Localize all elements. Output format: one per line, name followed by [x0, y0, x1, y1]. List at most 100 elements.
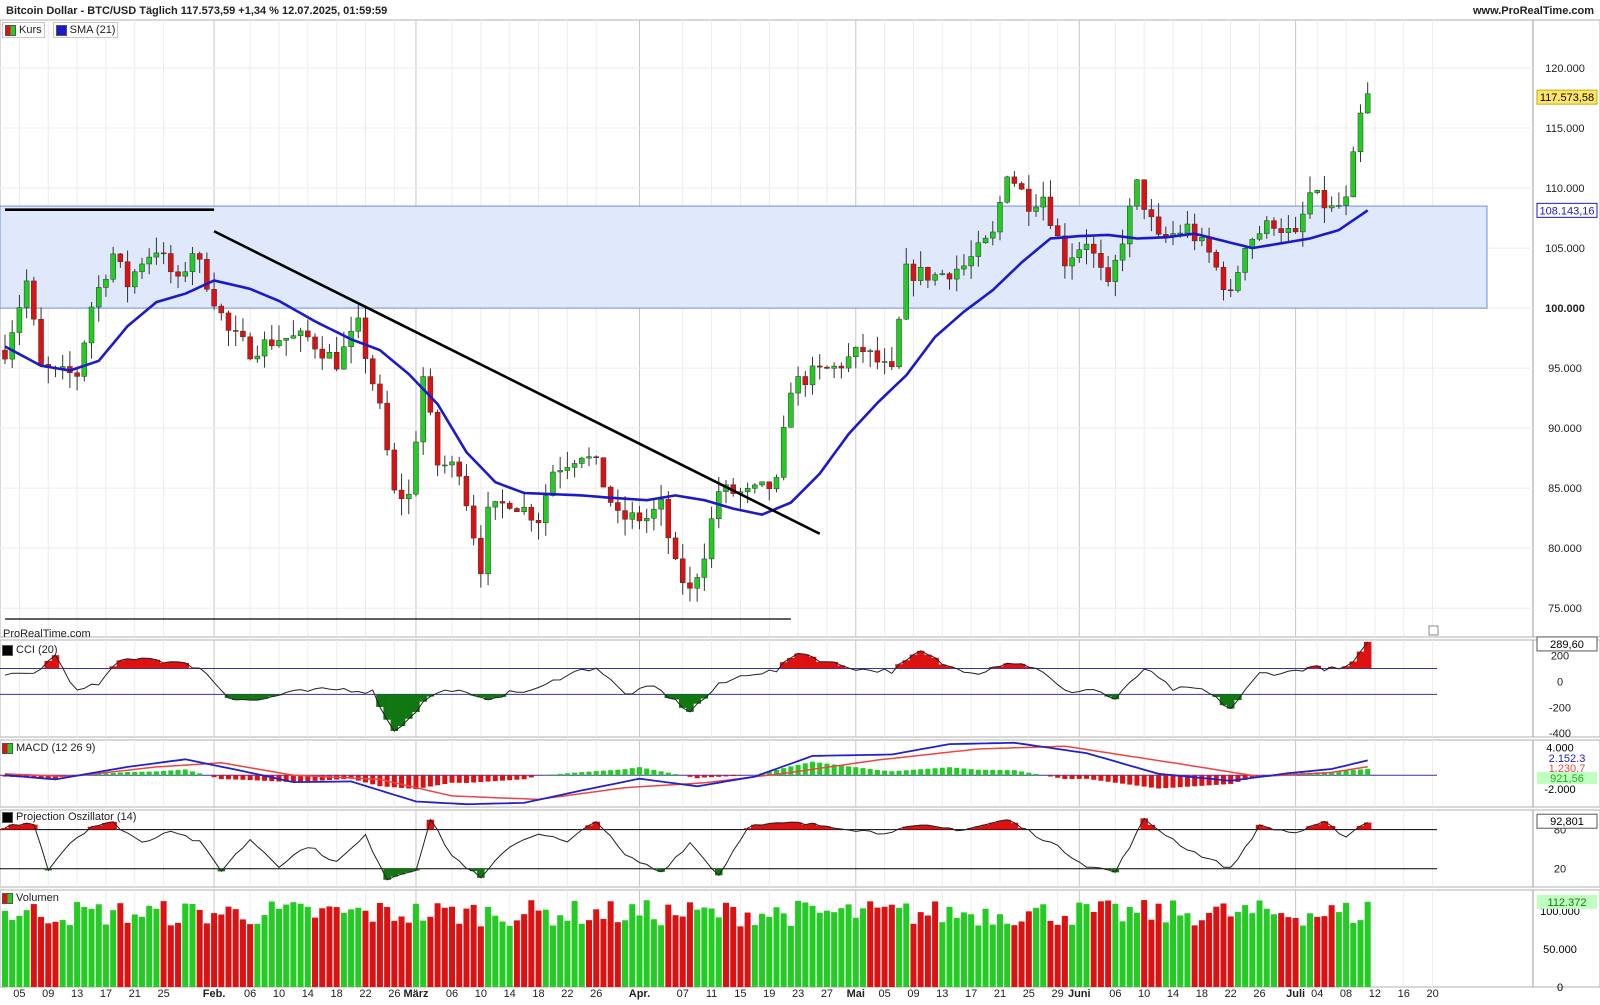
- macd-histogram-bar: [666, 773, 671, 776]
- candle-body: [1120, 244, 1125, 260]
- candle-body: [1336, 205, 1341, 206]
- volume-bar: [521, 914, 527, 987]
- volume-bar: [240, 919, 246, 987]
- volume-bar: [853, 918, 859, 987]
- candle-body: [255, 356, 260, 359]
- projection-swatch-icon: [2, 812, 13, 823]
- volume-bar: [680, 917, 686, 987]
- macd-histogram-bar: [190, 771, 195, 775]
- x-tick-label: 11: [706, 988, 717, 1000]
- volume-bar: [161, 901, 167, 987]
- macd-histogram-bar: [457, 775, 462, 783]
- y-tick-label: 0: [1557, 982, 1563, 994]
- macd-histogram-bar: [673, 774, 678, 775]
- volume-bar: [1264, 909, 1270, 987]
- volume-bar: [1307, 913, 1313, 987]
- macd-histogram-bar: [702, 775, 707, 777]
- candle-body: [875, 351, 880, 362]
- macd-histogram-bar: [125, 772, 130, 775]
- legend-kurs[interactable]: Kurs: [2, 22, 45, 38]
- candle-body: [226, 313, 231, 331]
- volume-bar: [103, 925, 109, 987]
- macd-histogram-bar: [954, 768, 959, 775]
- candle-body: [579, 458, 584, 463]
- volume-last-label: 112.372: [1548, 897, 1587, 909]
- volume-legend[interactable]: Volumen: [2, 892, 59, 904]
- volume-bar: [1321, 916, 1327, 987]
- candle-body: [298, 331, 303, 336]
- x-tick-label: 10: [1138, 988, 1150, 1000]
- macd-histogram-bar: [1365, 769, 1370, 775]
- macd-histogram-bar: [1012, 770, 1017, 775]
- candle-body: [219, 306, 224, 313]
- candle-body: [1279, 228, 1284, 232]
- candle-body: [82, 343, 87, 376]
- x-tick-label: 10: [273, 988, 285, 1000]
- x-tick-label: 18: [331, 988, 343, 1000]
- candle-body: [666, 499, 671, 538]
- macd-histogram-bar: [961, 769, 966, 776]
- volume-bar: [737, 926, 743, 987]
- candle-body: [1178, 233, 1183, 234]
- volume-bar: [1011, 925, 1017, 987]
- candle-body: [961, 266, 966, 269]
- y-tick-label: -200: [1549, 702, 1571, 714]
- macd-histogram-bar: [442, 775, 447, 784]
- site-link[interactable]: www.ProRealTime.com: [1473, 5, 1594, 17]
- candle-body: [31, 281, 36, 319]
- candle-body: [1185, 224, 1190, 233]
- candle-body: [1149, 210, 1154, 217]
- volume-bar: [1033, 908, 1039, 987]
- volume-bar: [889, 905, 895, 987]
- volume-bar: [636, 915, 642, 987]
- macd-histogram-bar: [507, 775, 512, 780]
- volume-bar: [81, 907, 87, 987]
- candle-body: [1041, 197, 1046, 207]
- cci-legend[interactable]: CCI (20): [2, 644, 58, 656]
- macd-histogram-bar: [154, 771, 159, 775]
- macd-histogram-bar: [1134, 775, 1139, 785]
- x-tick-label: 09: [42, 988, 54, 1000]
- x-tick-label: Apr.: [629, 988, 650, 1000]
- macd-histogram-bar: [240, 775, 245, 780]
- volume-bar: [629, 904, 635, 987]
- volume-bar: [1278, 913, 1284, 987]
- candle-body: [1048, 197, 1053, 226]
- volume-bar: [983, 909, 989, 987]
- volume-bar: [1019, 922, 1025, 987]
- candle-body: [1199, 237, 1204, 241]
- candle-body: [385, 403, 390, 450]
- macd-histogram-bar: [1098, 775, 1103, 781]
- volume-bar: [117, 903, 123, 987]
- candle-body: [695, 577, 700, 588]
- candle-body: [550, 472, 555, 496]
- candle-body: [947, 274, 952, 279]
- candle-body: [1243, 248, 1248, 272]
- volume-bar: [38, 917, 44, 987]
- candle-body: [882, 362, 887, 363]
- legend-sma[interactable]: SMA (21): [53, 22, 119, 38]
- y-tick-label: 75.000: [1548, 603, 1582, 615]
- macd-histogram-bar: [176, 770, 181, 775]
- volume-bar: [16, 916, 22, 987]
- volume-bar: [665, 905, 671, 987]
- macd-legend[interactable]: MACD (12 26 9): [2, 742, 95, 754]
- x-tick-label: 05: [878, 988, 890, 1000]
- volume-bar: [975, 925, 981, 987]
- macd-histogram-bar: [846, 766, 851, 775]
- volume-bar: [74, 902, 80, 987]
- macd-histogram-bar: [428, 775, 433, 786]
- volume-bar: [658, 925, 664, 987]
- candle-body: [940, 274, 945, 275]
- candle-body: [190, 254, 195, 272]
- y-tick-label: 200: [1551, 651, 1569, 663]
- volume-bar: [1336, 912, 1342, 987]
- volume-bar: [204, 923, 210, 987]
- volume-bar: [961, 912, 967, 987]
- candle-body: [478, 538, 483, 574]
- volume-bar: [9, 920, 15, 987]
- macd-histogram-bar: [118, 772, 123, 775]
- candle-body: [846, 357, 851, 368]
- candle-body: [767, 482, 772, 489]
- projection-legend[interactable]: Projection Oszillator (14): [2, 811, 136, 823]
